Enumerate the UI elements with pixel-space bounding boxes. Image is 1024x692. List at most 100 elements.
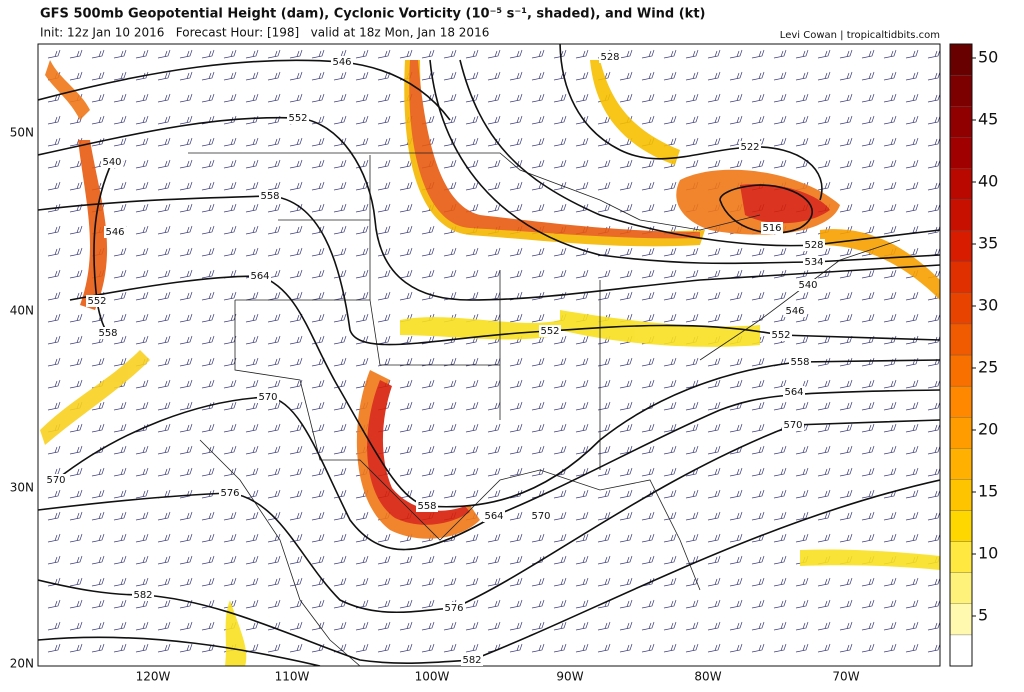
contour-label-bg: [259, 190, 281, 202]
contour-label: 558: [417, 501, 436, 512]
map-frame: [37, 43, 941, 667]
lon-label: 100W: [415, 670, 450, 684]
colorbar-band: [949, 634, 973, 667]
colorbar-label: 45: [978, 110, 998, 129]
colorbar-label: 10: [978, 544, 998, 563]
contour-label: 570: [783, 420, 802, 431]
colorbar-band: [949, 106, 973, 138]
contour-label-bg: [739, 141, 761, 153]
colorbar-frame: [949, 43, 973, 667]
colorbar-label: 40: [978, 172, 998, 191]
contour-label-bg: [219, 487, 241, 499]
lon-label: 90W: [556, 670, 583, 684]
colorbar-band: [949, 510, 973, 542]
colorbar-band: [949, 572, 973, 604]
contour-label: 540: [798, 280, 817, 291]
contour-label: 570: [46, 475, 65, 486]
colorbar-band: [949, 323, 973, 356]
colorbar: 5 10 15 20 25 30 35 40 45 50: [949, 43, 998, 667]
colorbar-band: [949, 479, 973, 511]
contour-label: 552: [288, 113, 307, 124]
contour-label-bg: [483, 510, 505, 522]
contour-label-bg: [331, 56, 353, 68]
colorbar-band: [949, 541, 973, 573]
contour-label-bg: [249, 270, 271, 282]
contour-label-bg: [97, 327, 119, 339]
lat-label: 30N: [10, 481, 34, 495]
contour-label: 552: [87, 296, 106, 307]
contour-label-bg: [530, 510, 552, 522]
contour-label: 528: [804, 240, 823, 251]
contour-label: 564: [250, 271, 269, 282]
lat-label: 20N: [10, 657, 34, 671]
colorbar-label: 50: [978, 48, 998, 67]
colorbar-label: 30: [978, 296, 998, 315]
lon-label: 110W: [275, 670, 310, 684]
colorbar-label: 35: [978, 234, 998, 253]
contour-label-bg: [101, 156, 123, 168]
colorbar-band: [949, 74, 973, 107]
colorbar-label: 25: [978, 358, 998, 377]
contour-label-bg: [287, 112, 309, 124]
colorbar-band: [949, 137, 973, 169]
contour-label-bg: [789, 356, 811, 368]
contour-label: 582: [462, 655, 481, 666]
contour-label: 522: [740, 142, 759, 153]
contour-label-bg: [104, 226, 126, 238]
contour-label-bg: [770, 329, 792, 341]
map: [38, 44, 940, 666]
vorticity-shading: [40, 60, 940, 666]
contour-label: 570: [258, 392, 277, 403]
colorbar-band: [949, 354, 973, 387]
lon-label: 70W: [832, 670, 859, 684]
colorbar-label: 20: [978, 420, 998, 439]
contour-label: 528: [600, 52, 619, 63]
contour-label: 564: [484, 511, 503, 522]
contour-label-bg: [803, 239, 825, 251]
contour-label: 546: [785, 306, 804, 317]
lon-label: 80W: [694, 670, 721, 684]
colorbar-band: [949, 261, 973, 293]
contour-label: 558: [790, 357, 809, 368]
contour-label: 546: [332, 57, 351, 68]
contour-label: 516: [762, 223, 781, 234]
contour-label-bg: [782, 419, 804, 431]
borders: [188, 152, 901, 666]
contour-label: 576: [220, 488, 239, 499]
contour-label-bg: [783, 386, 805, 398]
contour-label-bg: [539, 325, 561, 337]
contour-label: 552: [771, 330, 790, 341]
colorbar-band: [949, 417, 973, 449]
contour-label-bg: [797, 279, 819, 291]
title: GFS 500mb Geopotential Height (dam), Cyc…: [40, 7, 706, 22]
credit: Levi Cowan | tropicaltidbits.com: [780, 30, 940, 41]
contour-label-bg: [461, 654, 483, 666]
colorbar-band: [949, 168, 973, 200]
contour-label: 564: [784, 387, 803, 398]
contour-label: 540: [102, 157, 121, 168]
contour-label: 552: [540, 326, 559, 337]
colorbar-band: [949, 448, 973, 480]
contour-label: 546: [105, 227, 124, 238]
colorbar-band: [949, 230, 973, 262]
colorbar-band: [949, 385, 973, 418]
lat-label: 40N: [10, 304, 34, 318]
contour-label: 534: [804, 257, 823, 268]
lat-label: 50N: [10, 126, 34, 140]
colorbar-band: [949, 292, 973, 325]
contour-label-bg: [784, 305, 806, 317]
contour-label-bg: [803, 256, 825, 268]
contour-label-bg: [443, 602, 465, 614]
contour-label-bg: [132, 589, 154, 601]
contour-label-bg: [416, 500, 438, 512]
contour-label-bg: [257, 391, 279, 403]
colorbar-band: [949, 199, 973, 231]
contour-label-bg: [599, 51, 621, 63]
contour-label: 558: [260, 191, 279, 202]
colorbar-label: 15: [978, 482, 998, 501]
contour-label: 570: [531, 511, 550, 522]
contour-label-bg: [761, 222, 783, 234]
contour-label: 582: [133, 590, 152, 601]
contour-label: 576: [444, 603, 463, 614]
